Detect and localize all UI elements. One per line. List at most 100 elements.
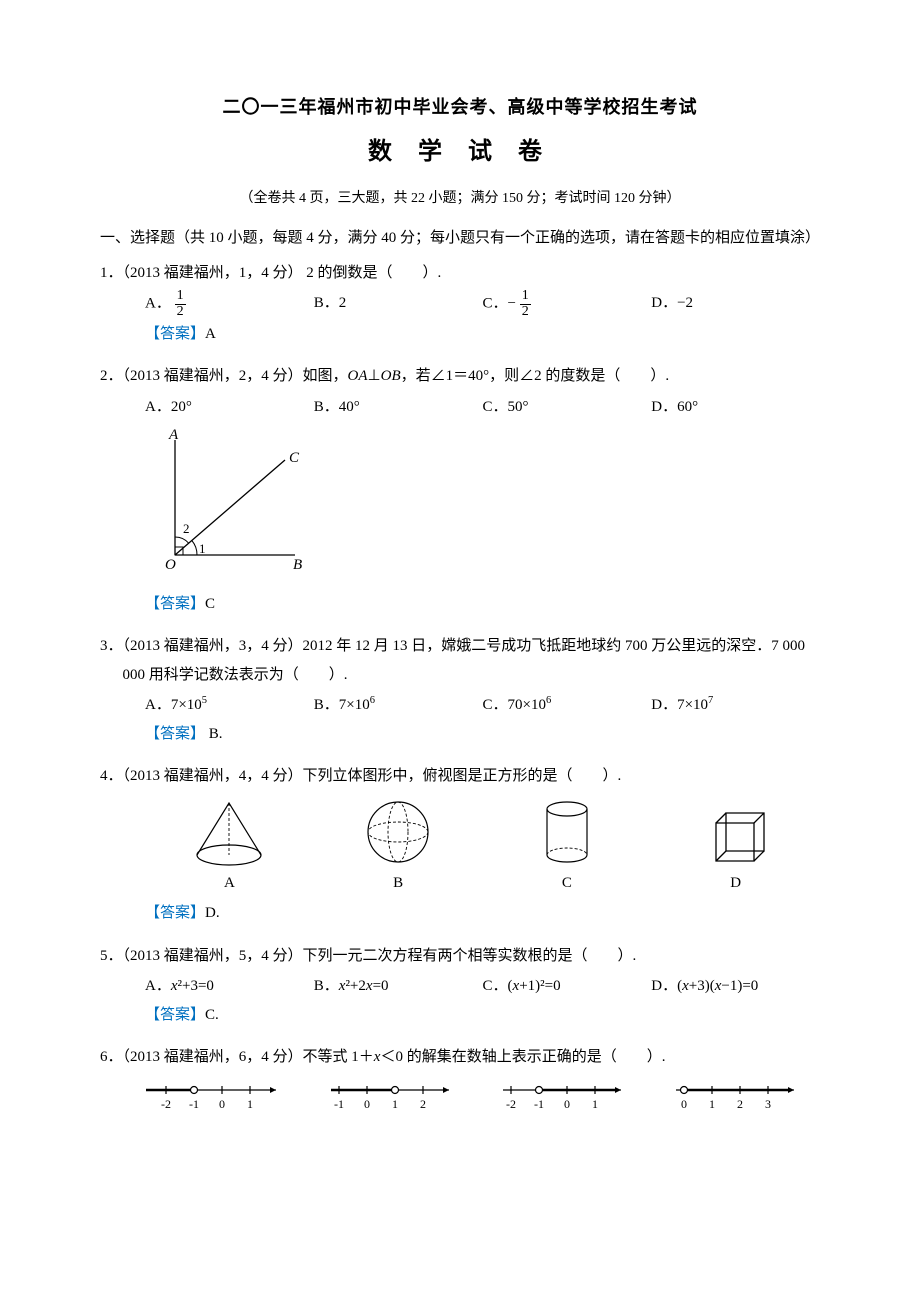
- q6-numberlines: -2-101 -1012 -2-101 0123: [100, 1076, 820, 1129]
- opt-sup: 5: [202, 695, 207, 706]
- svg-text:-1: -1: [334, 1097, 344, 1111]
- q5-stem: 5．（2013 福建福州，5，4 分）下列一元二次方程有两个相等实数根的是（ ）…: [100, 942, 820, 971]
- q5-option-c: C．(x+1)²=0: [483, 972, 652, 1001]
- q5-option-a: A．x²+3=0: [145, 972, 314, 1001]
- q6-num: 6．: [100, 1049, 123, 1065]
- answer-value: C.: [205, 1007, 219, 1023]
- frac-num: 1: [175, 289, 186, 305]
- svg-text:0: 0: [564, 1097, 570, 1111]
- q5-option-d: D．(x+3)(x−1)=0: [651, 972, 820, 1001]
- svg-text:2: 2: [420, 1097, 426, 1111]
- q2-label-B: B: [293, 557, 302, 573]
- opt-text: D．7×10: [651, 697, 708, 713]
- q4-figures: A B C: [100, 797, 820, 898]
- q4-fig-d: D: [651, 797, 820, 898]
- q4-stem: 4．（2013 福建福州，4，4 分）下列立体图形中，俯视图是正方形的是（ ）.: [100, 762, 820, 791]
- section-1-heading: 一、选择题（共 10 小题，每题 4 分，满分 40 分；每小题只有一个正确的选…: [100, 224, 820, 253]
- question-5: 5．（2013 福建福州，5，4 分）下列一元二次方程有两个相等实数根的是（ ）…: [100, 942, 820, 1030]
- q5-option-b: B．x²+2x=0: [314, 972, 483, 1001]
- q4-label-b: B: [314, 869, 483, 898]
- frac-den: 2: [175, 305, 186, 320]
- frac-num: 1: [520, 289, 531, 305]
- svg-text:-1: -1: [189, 1097, 199, 1111]
- answer-value: A: [205, 326, 216, 342]
- svg-text:0: 0: [219, 1097, 225, 1111]
- q6-src: （2013 福建福州，6，4 分）: [123, 1049, 303, 1065]
- q3-answer: 【答案】 B.: [100, 720, 820, 749]
- q1-optC-label: C．−: [483, 296, 516, 312]
- exam-title-line2: 数 学 试 卷: [100, 130, 820, 176]
- svg-text:1: 1: [247, 1097, 253, 1111]
- q2-angle-2: 2: [183, 521, 190, 536]
- q2-option-d: D．60°: [651, 393, 820, 422]
- q5-answer: 【答案】C.: [100, 1001, 820, 1030]
- q3-src: （2013 福建福州，3，4 分）: [123, 638, 303, 654]
- exam-meta: （全卷共 4 页，三大题，共 22 小题；满分 150 分；考试时间 120 分…: [100, 186, 820, 213]
- svg-text:1: 1: [392, 1097, 398, 1111]
- q2-stem: 2．（2013 福建福州，2，4 分）如图，OA⊥OB，若∠1＝40°，则∠2 …: [100, 362, 820, 391]
- q4-num: 4．: [100, 768, 123, 784]
- q1-option-b: B．2: [314, 289, 483, 319]
- q2-num: 2．: [100, 368, 123, 384]
- q4-src: （2013 福建福州，4，4 分）: [123, 768, 303, 784]
- exam-title-line1: 二〇一三年福州市初中毕业会考、高级中等学校招生考试: [100, 90, 820, 124]
- svg-text:-2: -2: [506, 1097, 516, 1111]
- answer-bracket: 【答案】: [145, 596, 205, 612]
- q4-stem-text: 下列立体图形中，俯视图是正方形的是（ ）.: [303, 768, 622, 784]
- q2-options: A．20° B．40° C．50° D．60°: [100, 393, 820, 422]
- q1-src: （2013 福建福州，1，4 分）: [123, 265, 303, 281]
- q1-stem-text: 2 的倒数是（ ）.: [303, 265, 442, 281]
- question-4: 4．（2013 福建福州，4，4 分）下列立体图形中，俯视图是正方形的是（ ）.…: [100, 762, 820, 928]
- q2-angle-1: 1: [199, 541, 206, 556]
- q6-stem: 6．（2013 福建福州，6，4 分）不等式 1＋x＜0 的解集在数轴上表示正确…: [100, 1043, 820, 1072]
- q4-fig-b: B: [314, 797, 483, 898]
- q3-options: A．7×105 B．7×106 C．70×106 D．7×107: [100, 691, 820, 720]
- answer-bracket: 【答案】: [145, 1007, 205, 1023]
- q3-stem: 3．（2013 福建福州，3，4 分）2012 年 12 月 13 日，嫦娥二号…: [100, 632, 820, 689]
- q4-answer: 【答案】D.: [100, 899, 820, 928]
- opt-text: B．7×10: [314, 697, 370, 713]
- q3-option-d: D．7×107: [651, 691, 820, 720]
- answer-bracket: 【答案】: [145, 726, 205, 742]
- svg-text:2: 2: [737, 1097, 743, 1111]
- question-3: 3．（2013 福建福州，3，4 分）2012 年 12 月 13 日，嫦娥二号…: [100, 632, 820, 748]
- answer-bracket: 【答案】: [145, 326, 205, 342]
- opt-text: A．7×10: [145, 697, 202, 713]
- q1-option-c: C．− 12: [483, 289, 652, 319]
- opt-text: C．70×10: [483, 697, 546, 713]
- q4-fig-c: C: [483, 797, 652, 898]
- question-2: 2．（2013 福建福州，2，4 分）如图，OA⊥OB，若∠1＝40°，则∠2 …: [100, 362, 820, 618]
- answer-value: C: [205, 596, 215, 612]
- q5-options: A．x²+3=0 B．x²+2x=0 C．(x+1)²=0 D．(x+3)(x−…: [100, 972, 820, 1001]
- q2-option-a: A．20°: [145, 393, 314, 422]
- q5-num: 5．: [100, 948, 123, 964]
- q1-optC-frac: 12: [520, 289, 531, 319]
- q2-label-O: O: [165, 557, 176, 573]
- q2-label-A: A: [168, 427, 179, 443]
- svg-text:1: 1: [709, 1097, 715, 1111]
- svg-text:-1: -1: [534, 1097, 544, 1111]
- q4-label-d: D: [651, 869, 820, 898]
- q6-nl-a: -2 -1 0 1: [130, 1076, 303, 1129]
- opt-sup: 7: [708, 695, 713, 706]
- q4-label-a: A: [145, 869, 314, 898]
- question-6: 6．（2013 福建福州，6，4 分）不等式 1＋x＜0 的解集在数轴上表示正确…: [100, 1043, 820, 1128]
- answer-bracket: 【答案】: [145, 905, 205, 921]
- q6-nl-c: -2 -1 0 1: [475, 1076, 648, 1129]
- q1-optA-label: A．: [145, 296, 171, 312]
- svg-text:1: 1: [592, 1097, 598, 1111]
- q2-label-C: C: [289, 450, 300, 466]
- q3-num: 3．: [100, 638, 123, 654]
- svg-text:-2: -2: [161, 1097, 171, 1111]
- opt-sup: 6: [546, 695, 551, 706]
- q2-src: （2013 福建福州，2，4 分）: [123, 368, 303, 384]
- q5-src: （2013 福建福州，5，4 分）: [123, 948, 303, 964]
- q1-option-d: D．−2: [651, 289, 820, 319]
- svg-text:0: 0: [681, 1097, 687, 1111]
- q3-option-c: C．70×106: [483, 691, 652, 720]
- answer-value: D.: [205, 905, 220, 921]
- q2-figure: A C O B 1 2: [100, 425, 820, 586]
- opt-sup: 6: [370, 695, 375, 706]
- q1-option-a: A． 12: [145, 289, 314, 319]
- answer-value: B.: [205, 726, 223, 742]
